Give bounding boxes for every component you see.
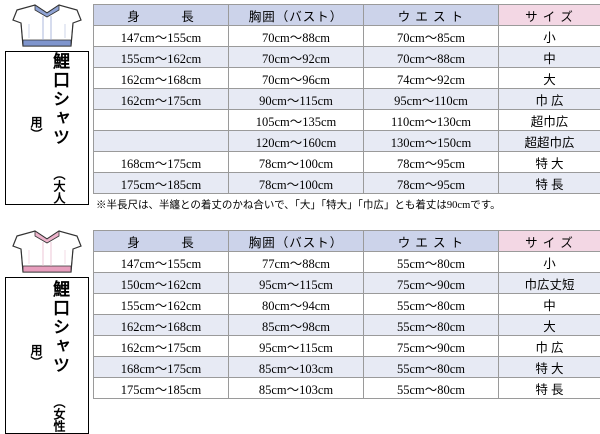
label-block-adult: 鯉口シャツ （大人用） <box>5 4 89 205</box>
size-table-women: 身 長 胸囲（バスト） ウ エ ス ト サ イ ズ 147cm〜155cm 77… <box>93 230 600 399</box>
cell-size: 小 <box>499 26 600 47</box>
label-block-women: 鯉口シャツ （女性用） <box>5 230 89 434</box>
cell-bust: 70cm〜92cm <box>229 47 364 68</box>
header-size-adult: サ イ ズ <box>499 5 600 26</box>
happi-coat-icon-pink <box>9 230 85 274</box>
table-row: 175cm〜185cm 85cm〜103cm 55cm〜80cm 特 長 <box>94 378 600 399</box>
table-header-row-women: 身 長 胸囲（バスト） ウ エ ス ト サ イ ズ <box>94 231 600 252</box>
cell-bust: 105cm〜135cm <box>229 110 364 131</box>
table-row: 162cm〜175cm 95cm〜115cm 75cm〜90cm 巾 広 <box>94 336 600 357</box>
cell-height: 150cm〜162cm <box>94 273 229 294</box>
table-row: 120cm〜160cm 130cm〜150cm 超超巾広 <box>94 131 600 152</box>
cell-bust: 78cm〜100cm <box>229 152 364 173</box>
cell-waist: 130cm〜150cm <box>364 131 499 152</box>
cell-height: 175cm〜185cm <box>94 378 229 399</box>
cell-waist: 75cm〜90cm <box>364 273 499 294</box>
header-waist-adult: ウ エ ス ト <box>364 5 499 26</box>
cell-height: 162cm〜175cm <box>94 336 229 357</box>
cell-bust: 90cm〜115cm <box>229 89 364 110</box>
cell-size: 大 <box>499 315 600 336</box>
label-text-adult: 鯉口シャツ （大人用） <box>24 52 70 204</box>
cell-bust: 95cm〜115cm <box>229 336 364 357</box>
cell-size: 特 大 <box>499 152 600 173</box>
cell-waist: 70cm〜88cm <box>364 47 499 68</box>
header-size-women: サ イ ズ <box>499 231 600 252</box>
table-row: 147cm〜155cm 70cm〜88cm 70cm〜85cm 小 <box>94 26 600 47</box>
cell-height: 168cm〜175cm <box>94 357 229 378</box>
table-row: 105cm〜135cm 110cm〜130cm 超巾広 <box>94 110 600 131</box>
cell-height: 147cm〜155cm <box>94 252 229 273</box>
cell-size: 巾 広 <box>499 89 600 110</box>
header-height-adult: 身 長 <box>94 5 229 26</box>
table-row: 162cm〜175cm 90cm〜115cm 95cm〜110cm 巾 広 <box>94 89 600 110</box>
table-row: 155cm〜162cm 80cm〜94cm 55cm〜80cm 中 <box>94 294 600 315</box>
label-main-women: 鯉口シャツ <box>50 280 69 375</box>
note-adult: ※半長尺は、半纏との着丈のかね合いで、「大」「特大」「巾広」とも着丈は90cmで… <box>96 197 501 212</box>
cell-size: 特 長 <box>499 173 600 194</box>
table-header-row-adult: 身 長 胸囲（バスト） ウ エ ス ト サ イ ズ <box>94 5 600 26</box>
table-row: 168cm〜175cm 78cm〜100cm 78cm〜95cm 特 大 <box>94 152 600 173</box>
cell-height: 162cm〜175cm <box>94 89 229 110</box>
header-waist-women: ウ エ ス ト <box>364 231 499 252</box>
cell-bust: 95cm〜115cm <box>229 273 364 294</box>
cell-waist: 55cm〜80cm <box>364 315 499 336</box>
cell-waist: 55cm〜80cm <box>364 252 499 273</box>
cell-waist: 55cm〜80cm <box>364 294 499 315</box>
cell-bust: 85cm〜98cm <box>229 315 364 336</box>
cell-waist: 78cm〜95cm <box>364 173 499 194</box>
cell-size: 特 長 <box>499 378 600 399</box>
cell-size: 小 <box>499 252 600 273</box>
cell-bust: 85cm〜103cm <box>229 378 364 399</box>
table-row: 155cm〜162cm 70cm〜92cm 70cm〜88cm 中 <box>94 47 600 68</box>
cell-waist: 78cm〜95cm <box>364 152 499 173</box>
cell-size: 巾広丈短 <box>499 273 600 294</box>
cell-size: 大 <box>499 68 600 89</box>
cell-waist: 55cm〜80cm <box>364 378 499 399</box>
cell-bust: 85cm〜103cm <box>229 357 364 378</box>
cell-waist: 75cm〜90cm <box>364 336 499 357</box>
cell-bust: 78cm〜100cm <box>229 173 364 194</box>
cell-bust: 80cm〜94cm <box>229 294 364 315</box>
table-row: 175cm〜185cm 78cm〜100cm 78cm〜95cm 特 長 <box>94 173 600 194</box>
cell-size: 中 <box>499 294 600 315</box>
cell-height: 168cm〜175cm <box>94 152 229 173</box>
cell-bust: 77cm〜88cm <box>229 252 364 273</box>
label-box-adult: 鯉口シャツ （大人用） <box>5 51 89 205</box>
cell-height: 155cm〜162cm <box>94 294 229 315</box>
cell-waist: 110cm〜130cm <box>364 110 499 131</box>
cell-height: 175cm〜185cm <box>94 173 229 194</box>
cell-size: 超超巾広 <box>499 131 600 152</box>
cell-size: 超巾広 <box>499 110 600 131</box>
header-bust-women: 胸囲（バスト） <box>229 231 364 252</box>
table-row: 150cm〜162cm 95cm〜115cm 75cm〜90cm 巾広丈短 <box>94 273 600 294</box>
cell-size: 特 大 <box>499 357 600 378</box>
table-row: 147cm〜155cm 77cm〜88cm 55cm〜80cm 小 <box>94 252 600 273</box>
cell-size: 巾 広 <box>499 336 600 357</box>
cell-height: 155cm〜162cm <box>94 47 229 68</box>
happi-coat-icon-blue <box>9 4 85 48</box>
cell-height: 147cm〜155cm <box>94 26 229 47</box>
label-box-women: 鯉口シャツ （女性用） <box>5 277 89 434</box>
cell-height-blank <box>94 131 229 152</box>
cell-waist: 55cm〜80cm <box>364 357 499 378</box>
cell-waist: 95cm〜110cm <box>364 89 499 110</box>
cell-bust: 70cm〜96cm <box>229 68 364 89</box>
cell-height: 162cm〜168cm <box>94 315 229 336</box>
cell-waist: 74cm〜92cm <box>364 68 499 89</box>
cell-height: 162cm〜168cm <box>94 68 229 89</box>
size-table-adult: 身 長 胸囲（バスト） ウ エ ス ト サ イ ズ 147cm〜155cm 70… <box>93 4 600 194</box>
table-row: 162cm〜168cm 85cm〜98cm 55cm〜80cm 大 <box>94 315 600 336</box>
label-main-adult: 鯉口シャツ <box>50 52 69 147</box>
table-row: 168cm〜175cm 85cm〜103cm 55cm〜80cm 特 大 <box>94 357 600 378</box>
cell-bust: 120cm〜160cm <box>229 131 364 152</box>
cell-bust: 70cm〜88cm <box>229 26 364 47</box>
cell-size: 中 <box>499 47 600 68</box>
cell-waist: 70cm〜85cm <box>364 26 499 47</box>
table-row: 162cm〜168cm 70cm〜96cm 74cm〜92cm 大 <box>94 68 600 89</box>
label-text-women: 鯉口シャツ （女性用） <box>24 278 70 433</box>
header-height-women: 身 長 <box>94 231 229 252</box>
header-bust-adult: 胸囲（バスト） <box>229 5 364 26</box>
cell-height-blank <box>94 110 229 131</box>
